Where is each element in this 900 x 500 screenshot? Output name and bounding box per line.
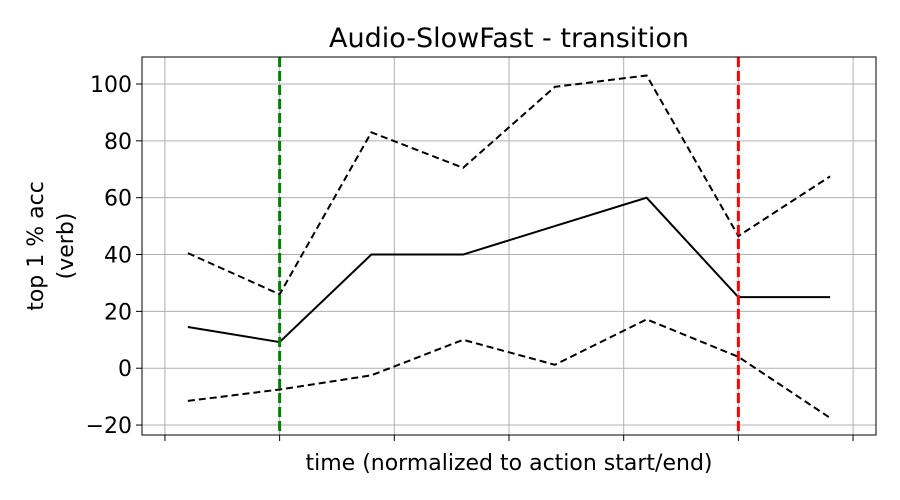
axis-ticks: −20 0 20 40 60 80 100 — [86, 73, 854, 441]
series-line-1 — [187, 74, 831, 296]
y-tick-label-6: 100 — [90, 73, 132, 98]
y-tick-label-3: 40 — [104, 244, 132, 269]
y-axis-label-line-1: top 1 % acc — [24, 181, 49, 311]
series-line-2 — [187, 318, 831, 419]
y-tick-label-2: 20 — [104, 300, 132, 325]
series-lines — [187, 74, 831, 419]
y-tick-label-5: 80 — [104, 130, 132, 155]
reference-lines — [278, 57, 740, 435]
y-axis-label: top 1 % acc (verb) — [24, 181, 79, 311]
grid — [142, 57, 876, 435]
series-line-0 — [187, 196, 831, 344]
x-axis-label: time (normalized to action start/end) — [306, 451, 713, 476]
y-tick-label-1: 0 — [118, 357, 132, 382]
y-tick-label-0: −20 — [86, 414, 132, 439]
y-axis-label-line-2: (verb) — [54, 213, 79, 280]
chart-title: Audio-SlowFast - transition — [329, 23, 689, 54]
y-tick-label-4: 60 — [104, 187, 132, 212]
